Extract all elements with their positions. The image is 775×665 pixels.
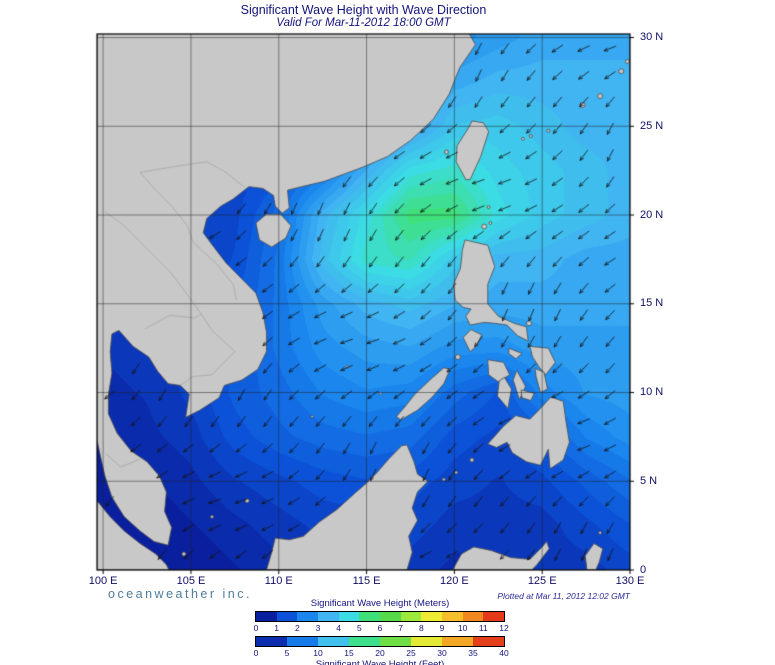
meters-colorbar-cell <box>380 612 401 621</box>
meters-tick-label: 7 <box>398 623 404 633</box>
feet-tick-label: 40 <box>499 648 509 658</box>
feet-colorbar-cell <box>442 637 473 646</box>
feet-colorbar-cell <box>318 637 349 646</box>
lat-tick-label: 20 N <box>640 208 664 221</box>
lat-tick-label: 10 N <box>640 386 664 399</box>
meters-tick-label: 4 <box>336 623 342 633</box>
lon-tick-label: 125 E <box>527 575 557 587</box>
meters-tick-label: 6 <box>377 623 383 633</box>
feet-tick-label: 35 <box>468 648 478 658</box>
feet-tick-label: 20 <box>375 648 385 658</box>
lat-tick-label: 5 N <box>640 474 658 487</box>
lat-tick-label: 0 <box>640 563 647 576</box>
legend-feet-title: Significant Wave Height (Feet) <box>315 659 445 665</box>
meters-colorbar-cell <box>483 612 505 621</box>
feet-colorbar <box>255 636 505 647</box>
feet-colorbar-cell <box>349 637 380 646</box>
feet-tick-label: 0 <box>253 648 259 658</box>
feet-colorbar-ticks: 0 5 10 15 20 25 30 35 40 <box>253 648 509 659</box>
meters-tick-label: 11 <box>478 623 488 633</box>
legend-meters-title: Significant Wave Height (Meters) <box>310 598 450 609</box>
lon-tick-label: 120 E <box>440 575 469 587</box>
lat-tick-label: 15 N <box>640 297 664 310</box>
meters-colorbar-cell <box>400 612 422 621</box>
lon-tick-label: 105 E <box>176 575 206 587</box>
feet-colorbar-cell <box>411 637 442 646</box>
meters-colorbar-cell <box>338 612 360 621</box>
meters-tick-label: 8 <box>418 623 424 633</box>
meters-tick-label: 0 <box>253 623 259 633</box>
feet-colorbar-cell <box>473 637 504 646</box>
feet-colorbar-cell <box>287 637 318 646</box>
oceanweather-brand-text: oceanweather inc. <box>108 587 252 601</box>
meters-tick-label: 1 <box>274 623 280 633</box>
meters-tick-label: 3 <box>315 623 321 633</box>
lon-tick-label: 100 E <box>88 575 118 587</box>
meters-colorbar-cell <box>276 612 298 621</box>
meters-colorbar-cell <box>318 612 339 621</box>
meters-tick-label: 9 <box>439 623 445 633</box>
lon-tick-label: 130 E <box>615 575 645 587</box>
feet-colorbar-cell <box>256 637 287 646</box>
meters-colorbar-cell <box>462 612 484 621</box>
meters-colorbar <box>255 611 505 622</box>
meters-colorbar-cell <box>421 612 443 621</box>
meters-tick-label: 12 <box>499 623 509 633</box>
lat-tick-label: 30 N <box>640 31 664 44</box>
lat-tick-label: 25 N <box>640 119 664 132</box>
feet-tick-label: 30 <box>437 648 447 658</box>
plotted-timestamp: Plotted at Mar 11, 2012 12:02 GMT <box>497 591 630 601</box>
chart-valid-time: Valid For Mar-11-2012 18:00 GMT <box>276 17 451 29</box>
lon-tick-label: 115 E <box>352 575 381 587</box>
feet-tick-label: 10 <box>313 648 323 658</box>
meters-colorbar-ticks: 0 1 2 3 4 5 6 7 8 9 10 11 12 <box>253 623 509 634</box>
meters-tick-label: 5 <box>356 623 362 633</box>
feet-tick-label: 5 <box>284 648 290 658</box>
meters-tick-label: 2 <box>294 623 300 633</box>
meters-colorbar-cell <box>256 612 277 621</box>
chart-title: Significant Wave Height with Wave Direct… <box>240 3 487 17</box>
feet-colorbar-cell <box>380 637 411 646</box>
meters-colorbar-cell <box>442 612 463 621</box>
meters-colorbar-cell <box>359 612 381 621</box>
meters-colorbar-cell <box>297 612 319 621</box>
feet-tick-label: 15 <box>344 648 354 658</box>
lon-tick-label: 110 E <box>264 575 293 587</box>
feet-tick-label: 25 <box>406 648 416 658</box>
meters-tick-label: 10 <box>457 623 468 633</box>
